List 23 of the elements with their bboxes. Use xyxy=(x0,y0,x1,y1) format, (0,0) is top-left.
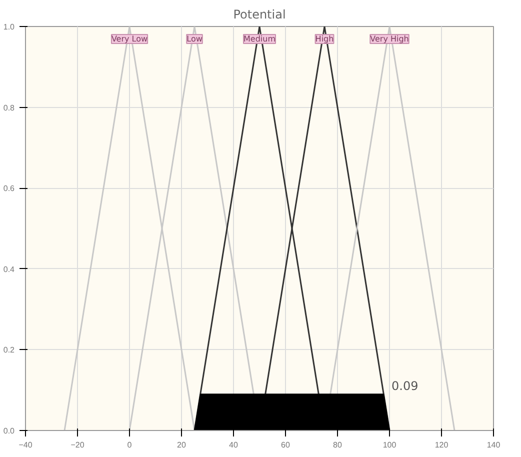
x-tick-label: 100 xyxy=(382,440,397,450)
series-label: Very Low xyxy=(111,34,148,44)
y-tick-label: 0.4 xyxy=(3,264,16,274)
chart-title: Potential xyxy=(233,8,286,22)
y-tick-label: 1.0 xyxy=(3,22,16,32)
y-tick-label: 0.2 xyxy=(3,346,16,355)
series-label: Low xyxy=(186,34,203,44)
y-tick-label: 0.0 xyxy=(3,426,16,436)
annotation: 0.09 xyxy=(392,379,418,394)
y-tick-label: 0.8 xyxy=(3,103,16,112)
x-tick-label: 40 xyxy=(229,440,238,450)
y-tick-label: 0.6 xyxy=(3,184,16,194)
x-tick-label: 0 xyxy=(127,440,132,450)
series-label: Very High xyxy=(370,34,409,44)
x-tick-label: 60 xyxy=(281,440,290,450)
x-tick-label: 20 xyxy=(177,440,186,450)
x-tick-label: 140 xyxy=(486,440,501,450)
x-tick-label: −40 xyxy=(18,440,33,450)
series-label: Medium xyxy=(244,34,276,44)
series-label: High xyxy=(315,34,334,44)
x-tick-label: 120 xyxy=(434,440,449,450)
x-tick-label: 80 xyxy=(333,440,342,450)
x-tick-label: −20 xyxy=(70,440,85,450)
